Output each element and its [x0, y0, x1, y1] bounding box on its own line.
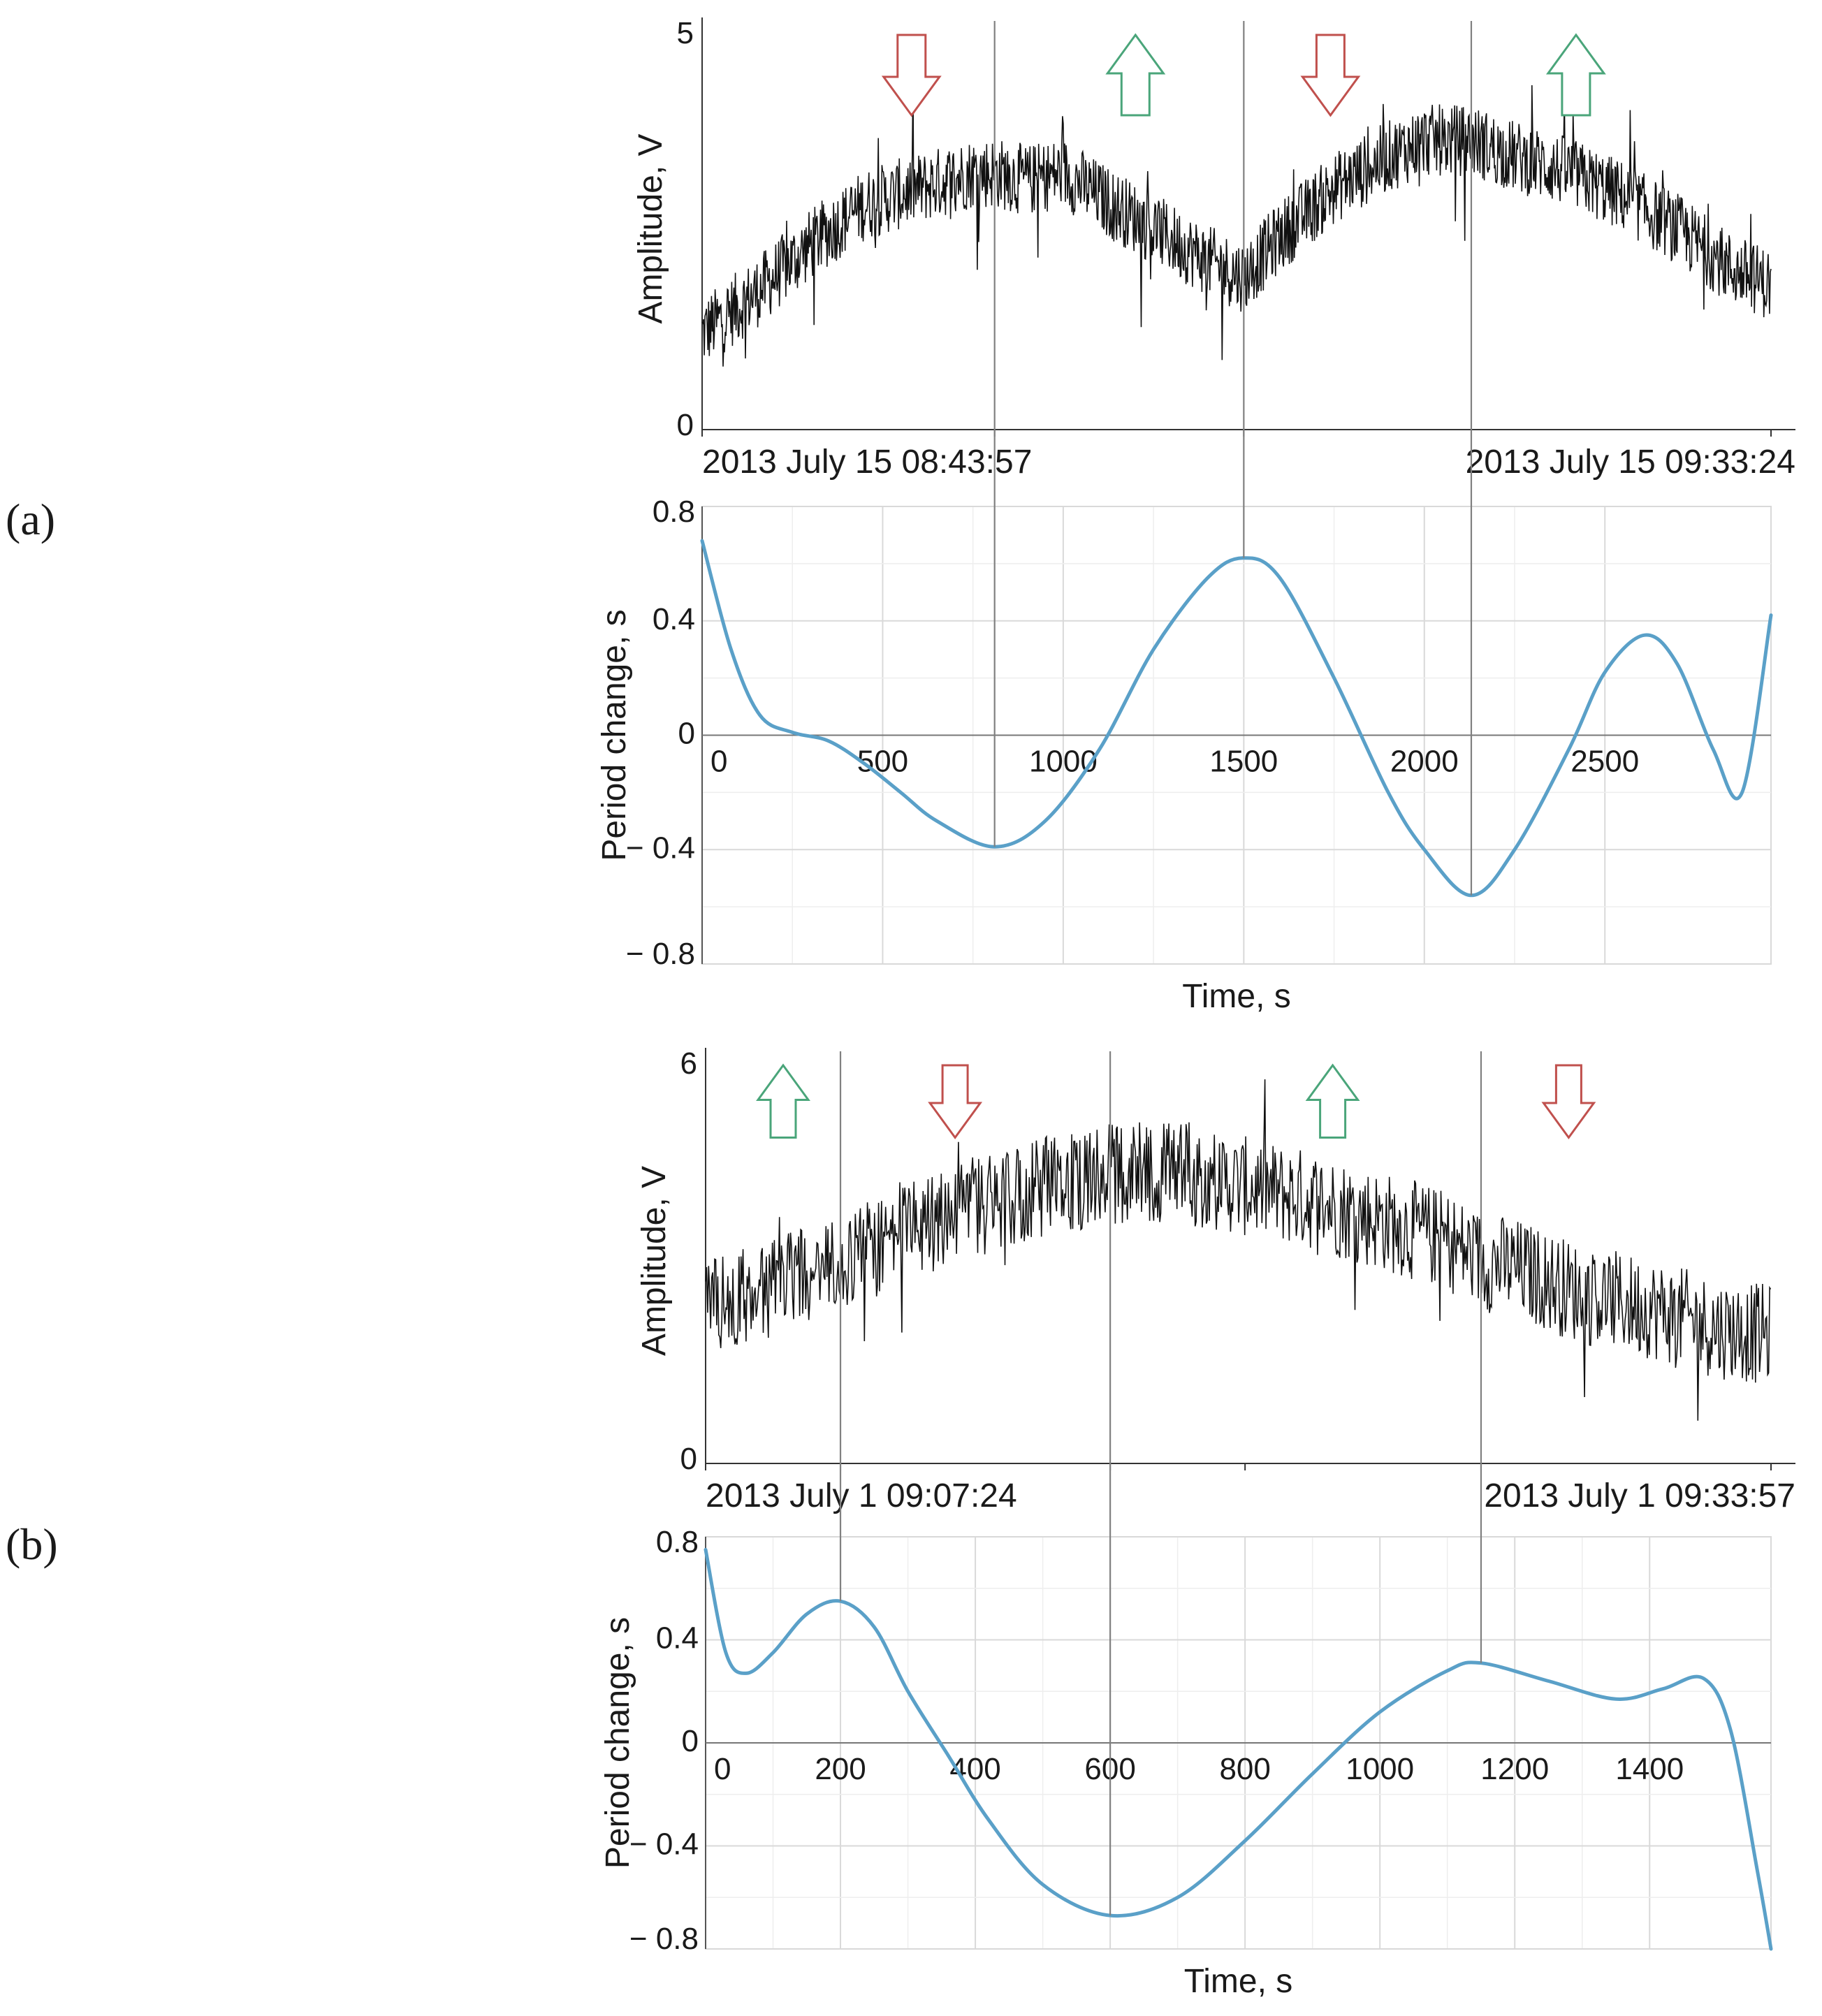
y-tick-label-3: 0.4: [656, 1621, 699, 1656]
y-tick-label-0: − 0.8: [629, 1922, 699, 1956]
y-tick-label-max: 6: [680, 1046, 697, 1081]
date-label-end: 2013 July 15 09:33:24: [1466, 444, 1795, 481]
panel-label-a: (a): [6, 495, 55, 544]
x-tick-label-5: 1000: [1346, 1752, 1414, 1786]
y-tick-label-3: 0.4: [653, 602, 695, 636]
x-tick-label-0: 0: [714, 1752, 731, 1786]
x-tick-label-6: 1200: [1480, 1752, 1549, 1786]
x-axis-title: Time, s: [1182, 978, 1291, 1015]
x-tick-label-2: 1000: [1029, 745, 1098, 779]
figure: (a) (b) 0 5 Amplitude, V 2013 July 15 08:43…: [0, 0, 1822, 2016]
y-axis-title: Period change, s: [596, 609, 633, 861]
x-tick-label-1: 500: [857, 745, 908, 779]
x-tick-label-1: 200: [815, 1752, 866, 1786]
x-tick-label-3: 1500: [1209, 745, 1278, 779]
y-axis-title: Amplitude, V: [632, 133, 669, 323]
x-axis-title: Time, s: [1184, 1963, 1293, 2000]
y-tick-label-1: − 0.4: [629, 1827, 699, 1862]
y-tick-label-4: 0.8: [656, 1525, 699, 1559]
x-tick-label-7: 1400: [1615, 1752, 1684, 1786]
y-tick-label-2: 0: [682, 1724, 699, 1758]
x-tick-label-0: 0: [710, 745, 727, 779]
date-label-end: 2013 July 1 09:33:57: [1484, 1477, 1795, 1514]
y-tick-label-min: 0: [680, 1442, 697, 1476]
y-tick-label-max: 5: [677, 16, 694, 50]
y-tick-label-min: 0: [677, 408, 694, 442]
x-tick-label-4: 2000: [1390, 745, 1459, 779]
y-axis-title: Period change, s: [599, 1617, 636, 1869]
y-tick-label-2: 0: [678, 717, 695, 751]
x-tick-label-4: 800: [1219, 1752, 1270, 1786]
x-tick-label-5: 2500: [1570, 745, 1639, 779]
y-tick-label-4: 0.8: [653, 495, 695, 529]
y-axis-title: Amplitude, V: [636, 1166, 673, 1356]
y-tick-label-1: − 0.4: [626, 831, 695, 865]
panel-label-b: (b): [6, 1519, 58, 1569]
date-label-start: 2013 July 1 09:07:24: [706, 1477, 1017, 1514]
y-tick-label-0: − 0.8: [626, 937, 695, 971]
date-label-start: 2013 July 15 08:43:57: [702, 444, 1032, 481]
